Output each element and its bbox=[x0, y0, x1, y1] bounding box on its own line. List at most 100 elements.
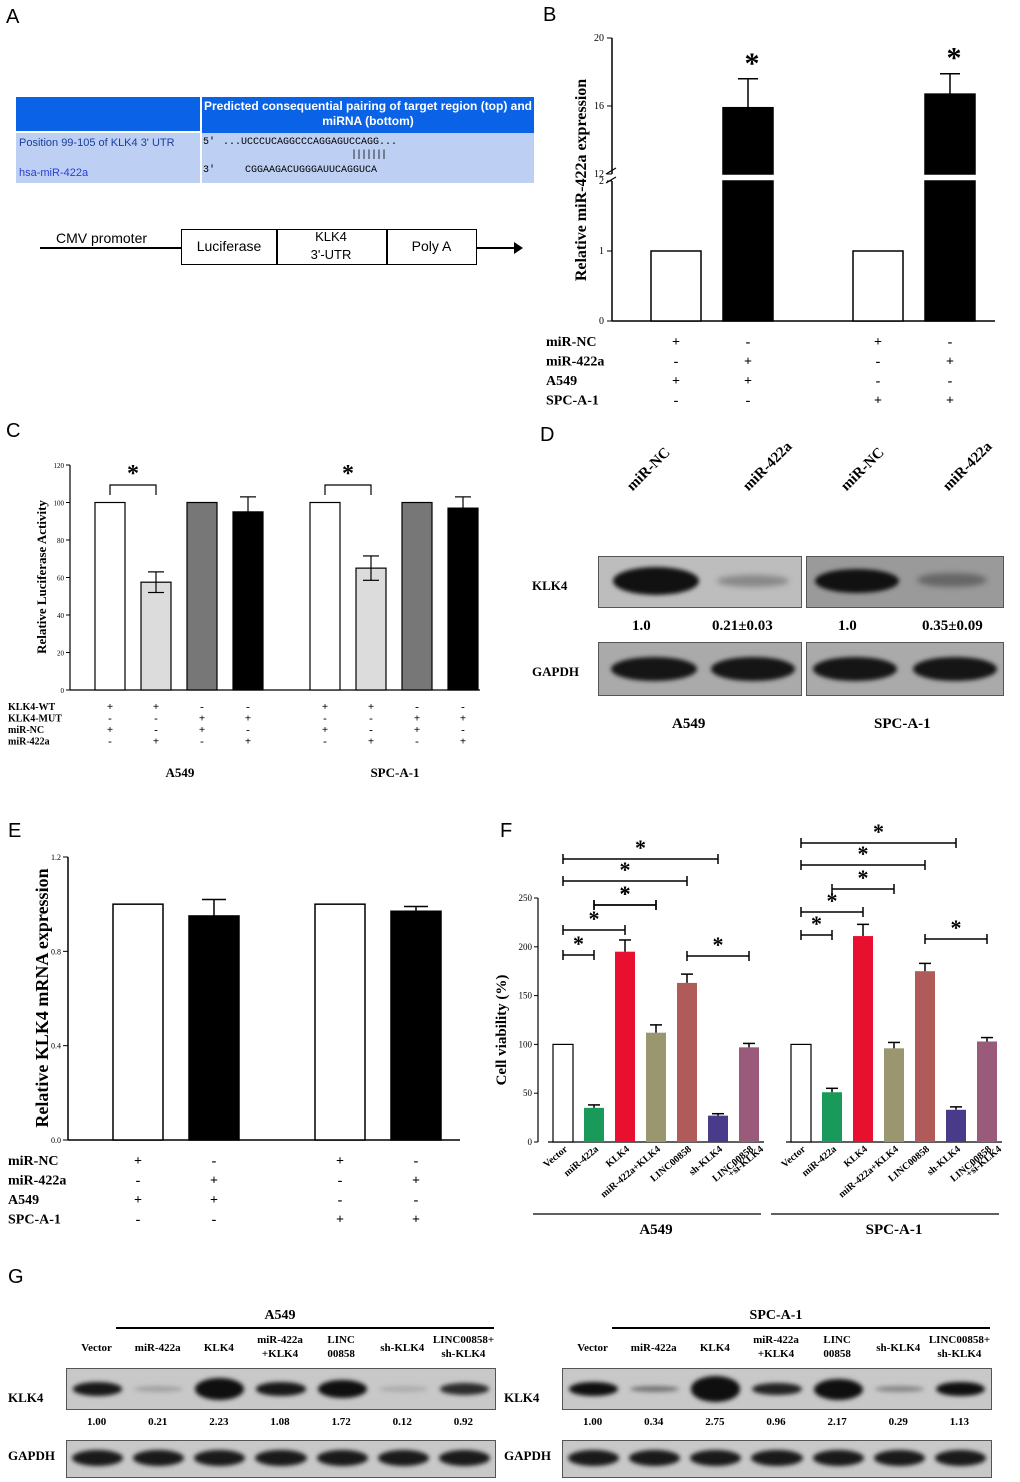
f-bar bbox=[822, 1092, 842, 1142]
g-value: 0.29 bbox=[888, 1416, 908, 1428]
c-row-label: miR-422a bbox=[8, 737, 50, 748]
b-row-mark: + bbox=[672, 335, 680, 350]
g-value: 1.00 bbox=[86, 1416, 107, 1428]
f-bar bbox=[708, 1115, 728, 1142]
f-bar bbox=[739, 1047, 759, 1142]
b-row-mark: - bbox=[674, 355, 679, 370]
c-row-mark: - bbox=[246, 701, 250, 713]
e-row-mark: - bbox=[414, 1154, 419, 1169]
g-lane-label: sh-KLK4 bbox=[876, 1342, 921, 1354]
arrow-icon bbox=[514, 242, 523, 254]
g-group-title: SPC-A-1 bbox=[749, 1308, 803, 1323]
c-tick-label: 20 bbox=[57, 650, 65, 658]
f-tick-label: 250 bbox=[519, 893, 533, 903]
e-row-mark: + bbox=[336, 1213, 344, 1228]
g-band-klk4 bbox=[569, 1382, 619, 1396]
e-row-mark: - bbox=[212, 1154, 217, 1169]
mirna-label: hsa-miR-422a bbox=[19, 167, 89, 179]
panel-label-c: C bbox=[6, 420, 21, 442]
group-d-spca1: SPC-A-1 bbox=[874, 716, 931, 732]
c-row-mark: - bbox=[369, 713, 373, 725]
lane-d-2: miR-422a bbox=[739, 438, 796, 495]
f-bar bbox=[790, 1043, 812, 1143]
panel-label-b: B bbox=[543, 4, 557, 26]
b-significance: * bbox=[745, 47, 760, 80]
c-row-mark: + bbox=[414, 713, 420, 725]
c-row-mark: - bbox=[200, 701, 204, 713]
g-band-gapdh bbox=[316, 1450, 368, 1466]
c-tick-label: 80 bbox=[57, 537, 65, 545]
value-d-2: 0.21±0.03 bbox=[712, 618, 773, 634]
b-row-label: miR-422a bbox=[546, 355, 604, 370]
g-band-klk4 bbox=[439, 1383, 489, 1395]
panel-label-f: F bbox=[500, 820, 513, 842]
utr-box-line1: KLK4 bbox=[315, 229, 347, 244]
g-band-klk4 bbox=[752, 1382, 802, 1396]
b-row-mark: + bbox=[744, 355, 752, 370]
g-lane-label: sh-KLK4 bbox=[937, 1348, 982, 1360]
e-row-label: SPC-A-1 bbox=[8, 1213, 61, 1228]
c-bar bbox=[355, 567, 387, 691]
f-significance: * bbox=[827, 888, 838, 913]
c-tick-label: 100 bbox=[54, 500, 65, 508]
e-tick-label: 1.2 bbox=[51, 853, 61, 862]
c-row-mark: + bbox=[199, 713, 205, 725]
c-row-label: KLK4-MUT bbox=[8, 714, 62, 725]
b-tick-label: 2 bbox=[599, 176, 604, 187]
g-band-klk4 bbox=[256, 1382, 306, 1396]
g-band-gapdh bbox=[873, 1450, 925, 1466]
f-significance: * bbox=[858, 865, 869, 890]
c-row-mark: - bbox=[323, 713, 327, 725]
g-band-gapdh bbox=[377, 1450, 429, 1466]
g-value: 0.92 bbox=[453, 1416, 474, 1428]
g-band-klk4 bbox=[813, 1378, 863, 1400]
target-sequence: ...UCCCUCAGGCCCAGGAGUCCAGG... bbox=[223, 137, 398, 148]
f-significance: * bbox=[858, 841, 869, 866]
five-prime-label: 5' bbox=[203, 137, 216, 148]
b-break-mark-1 bbox=[605, 167, 617, 175]
f-tick-label: 150 bbox=[519, 991, 533, 1001]
g-band-klk4 bbox=[195, 1377, 245, 1401]
e-row-label: A549 bbox=[8, 1193, 39, 1208]
f-bar bbox=[884, 1048, 904, 1142]
lane-d-1: miR-NC bbox=[623, 444, 674, 495]
g-lane-label: miR-422a bbox=[753, 1334, 799, 1346]
b-bar bbox=[722, 180, 774, 322]
blot-gapdh-spca1 bbox=[806, 642, 1004, 696]
g-group-title: A549 bbox=[264, 1308, 296, 1323]
c-bar bbox=[401, 501, 433, 691]
e-tick-label: 0.0 bbox=[51, 1136, 61, 1145]
g-band-gapdh bbox=[133, 1450, 185, 1466]
b-row-mark: + bbox=[946, 394, 954, 409]
g-band-klk4 bbox=[73, 1382, 123, 1396]
b-row-mark: + bbox=[672, 374, 680, 389]
c-group-spca1: SPC-A-1 bbox=[370, 765, 419, 780]
g-value: 2.23 bbox=[209, 1416, 229, 1428]
g-band-gapdh bbox=[812, 1450, 864, 1466]
c-row-mark: + bbox=[245, 713, 251, 725]
panel-label-g: G bbox=[8, 1266, 24, 1288]
g-band-klk4 bbox=[378, 1386, 428, 1392]
b-tick-label: 12 bbox=[594, 169, 604, 180]
g-lane-label: KLK4 bbox=[699, 1342, 730, 1354]
b-bar bbox=[852, 250, 904, 322]
g-value: 1.72 bbox=[331, 1416, 351, 1428]
western-blot-d: miR-NC miR-422a miR-NC miR-422a KLK4 1.0… bbox=[530, 439, 1020, 740]
e-row-mark: - bbox=[414, 1193, 419, 1208]
chart-c: 0 20 40 60 80 100 120 Relative Luciferase Activ… bbox=[8, 461, 480, 780]
f-bar bbox=[677, 982, 697, 1142]
c-row-mark: - bbox=[200, 736, 204, 748]
g-band-klk4 bbox=[134, 1386, 184, 1392]
c-tick-label: 0 bbox=[61, 687, 65, 695]
b-significance: * bbox=[947, 42, 962, 75]
b-row-label: miR-NC bbox=[546, 335, 597, 350]
blot-klk4-spca1 bbox=[806, 556, 1004, 608]
c-bar bbox=[447, 507, 479, 691]
g-band-klk4 bbox=[874, 1386, 924, 1392]
g-lane-label: Vector bbox=[577, 1342, 608, 1354]
f-bar bbox=[552, 1043, 574, 1143]
b-bar-upper bbox=[924, 93, 976, 175]
g-value: 2.17 bbox=[827, 1416, 847, 1428]
e-row-mark: + bbox=[412, 1213, 420, 1228]
chart-e: 0.0 0.4 0.8 1.2 Relative KLK4 mRNA expressio… bbox=[8, 853, 460, 1228]
